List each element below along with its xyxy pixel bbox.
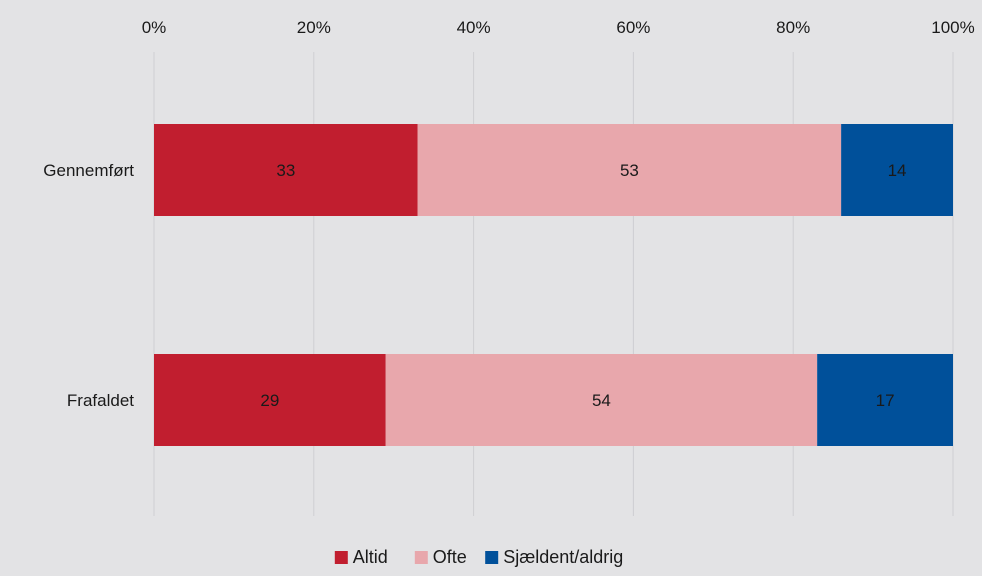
data-label: 14 <box>888 161 907 180</box>
category-label: Gennemført <box>43 161 134 180</box>
bar-segment <box>154 354 386 446</box>
legend-label: Sjældent/aldrig <box>503 547 623 567</box>
data-label: 53 <box>620 161 639 180</box>
bars: 33 53 14 29 54 17 <box>154 124 953 446</box>
data-label: 54 <box>592 391 611 410</box>
x-tick-label: 80% <box>776 18 810 37</box>
legend: Altid Ofte Sjældent/aldrig <box>334 547 623 567</box>
legend-swatch <box>414 551 428 564</box>
bar-segment <box>817 354 953 446</box>
bar-segment <box>385 354 818 446</box>
x-tick-label: 60% <box>616 18 650 37</box>
x-tick-label: 0% <box>142 18 167 37</box>
category-labels: Gennemført Frafaldet <box>43 161 134 410</box>
bar-segment <box>154 124 418 216</box>
data-label: 17 <box>876 391 895 410</box>
data-label: 33 <box>276 161 295 180</box>
x-tick-label: 100% <box>931 18 974 37</box>
legend-label: Altid <box>353 547 388 567</box>
category-label: Frafaldet <box>67 391 134 410</box>
x-tick-label: 20% <box>297 18 331 37</box>
data-label: 29 <box>260 391 279 410</box>
x-axis-ticks: 0% 20% 40% 60% 80% 100% <box>142 18 975 37</box>
bar-segment <box>417 124 842 216</box>
legend-swatch <box>334 551 348 564</box>
x-tick-label: 40% <box>457 18 491 37</box>
legend-label: Ofte <box>433 547 467 567</box>
bar-segment <box>841 124 953 216</box>
legend-swatch <box>485 551 499 564</box>
gridlines <box>153 52 954 516</box>
